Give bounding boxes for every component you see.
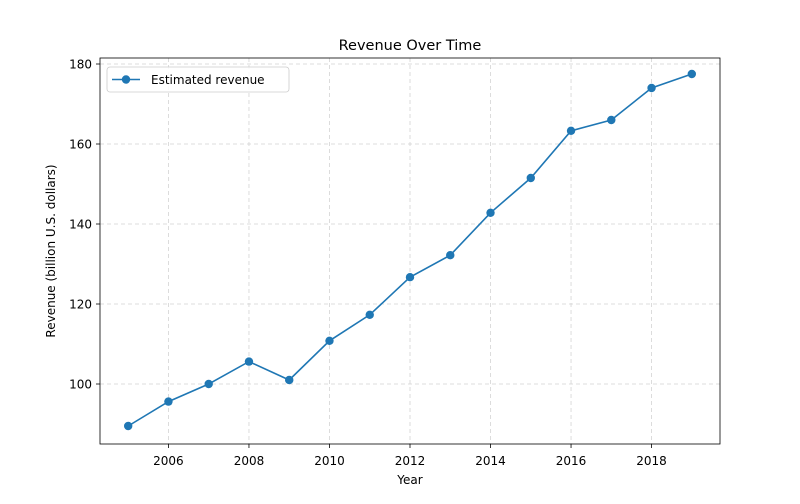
data-point bbox=[405, 273, 415, 282]
data-point bbox=[446, 251, 455, 260]
data-point bbox=[687, 69, 697, 79]
legend-marker-swatch bbox=[121, 75, 131, 84]
x-axis-title: Year bbox=[396, 473, 422, 487]
data-point bbox=[566, 126, 576, 135]
data-point bbox=[526, 173, 535, 183]
data-point bbox=[647, 83, 656, 93]
y-tick-label: 160 bbox=[69, 138, 92, 152]
x-tick-label: 2008 bbox=[234, 454, 265, 468]
data-point bbox=[365, 310, 374, 319]
y-tick-label: 120 bbox=[69, 298, 92, 312]
axes: 2006 2008 2010 2012 2014 2016 2018 100 120 140 160… bbox=[69, 58, 721, 468]
chart-title: Revenue Over Time bbox=[339, 38, 482, 54]
series-layer bbox=[123, 69, 697, 431]
x-tick-label: 2016 bbox=[556, 454, 587, 468]
data-point bbox=[285, 375, 294, 385]
y-tick-label: 100 bbox=[69, 378, 92, 392]
legend-label: Estimated revenue bbox=[151, 73, 265, 87]
data-point bbox=[325, 336, 334, 345]
data-point bbox=[204, 379, 213, 389]
y-tick-label: 140 bbox=[69, 218, 92, 232]
grid bbox=[100, 58, 720, 444]
x-tick-label: 2006 bbox=[153, 454, 184, 468]
x-tick-label: 2012 bbox=[395, 454, 426, 468]
y-tick-label: 180 bbox=[69, 58, 92, 72]
data-point bbox=[123, 421, 133, 431]
legend-box bbox=[106, 66, 290, 93]
y-axis-title: Revenue (billion U.S. dollars) bbox=[44, 164, 58, 337]
legend: Estimated revenue bbox=[106, 66, 290, 93]
x-tick-label: 2014 bbox=[475, 454, 506, 468]
x-tick-label: 2018 bbox=[636, 454, 667, 468]
data-point bbox=[244, 357, 254, 366]
data-point bbox=[607, 115, 616, 125]
data-point bbox=[164, 397, 173, 406]
x-tick-label: 2010 bbox=[314, 454, 345, 468]
data-point bbox=[486, 208, 495, 217]
